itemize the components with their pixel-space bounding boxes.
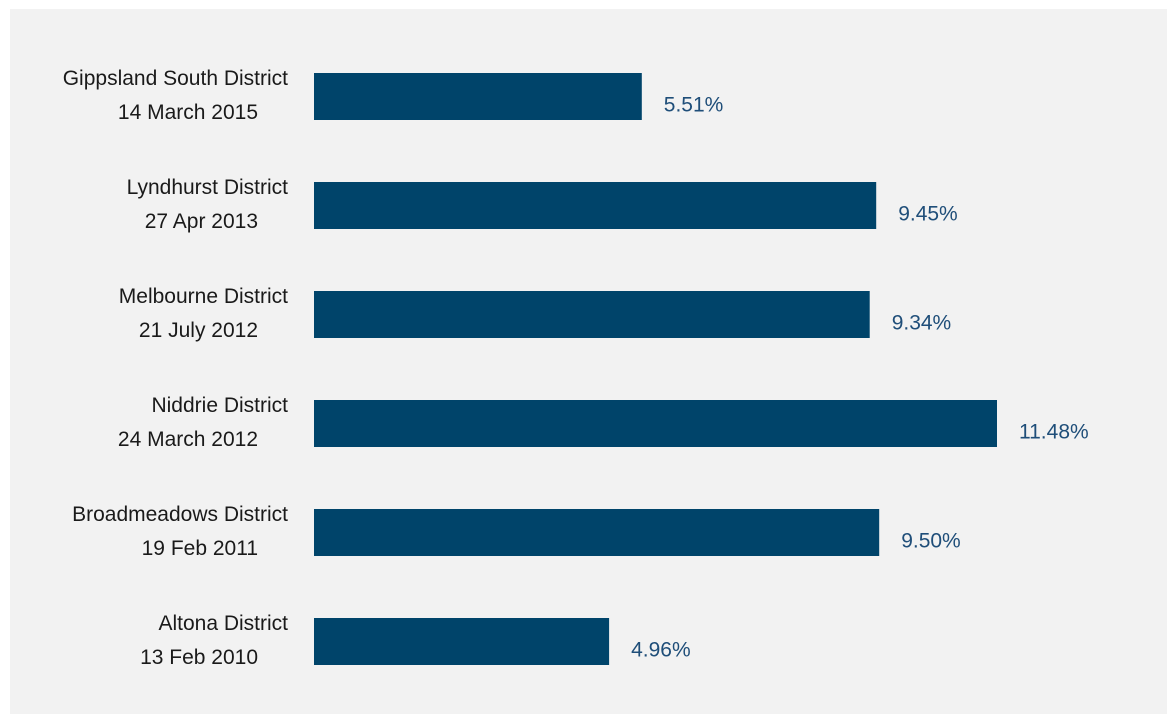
data-label: 4.96%: [631, 639, 691, 662]
category-date: 24 March 2012: [118, 428, 258, 451]
category-label: Altona District 13 Feb 2010: [140, 612, 288, 669]
category-name: Melbourne District: [119, 285, 288, 308]
category-date: 21 July 2012: [139, 319, 258, 342]
bar: [314, 291, 870, 338]
data-label: 5.51%: [664, 94, 724, 117]
category-label: Niddrie District 24 March 2012: [118, 394, 288, 451]
category-label: Lyndhurst District 27 Apr 2013: [127, 176, 289, 233]
bar: [314, 618, 610, 665]
category-date: 19 Feb 2011: [142, 537, 258, 560]
bar: [314, 182, 877, 229]
category-name: Niddrie District: [151, 394, 288, 417]
category-label: Gippsland South District 14 March 2015: [63, 67, 288, 124]
bars-layer: [314, 73, 997, 665]
data-label: 9.45%: [898, 203, 958, 226]
bar: [314, 73, 642, 120]
chart-panel: [10, 9, 1167, 714]
category-name: Broadmeadows District: [72, 503, 288, 526]
bar: [314, 509, 880, 556]
category-name: Lyndhurst District: [127, 176, 289, 199]
data-label: 9.34%: [892, 312, 952, 335]
bar: [314, 400, 997, 447]
category-date: 14 March 2015: [118, 101, 258, 124]
category-name: Altona District: [158, 612, 288, 635]
category-label: Melbourne District 21 July 2012: [119, 285, 288, 342]
category-label: Broadmeadows District 19 Feb 2011: [72, 503, 288, 560]
category-date: 13 Feb 2010: [140, 646, 258, 669]
data-label: 9.50%: [901, 530, 961, 553]
data-label: 11.48%: [1019, 421, 1089, 444]
labels-layer: 5.51% Gippsland South District 14 March 20…: [63, 67, 1089, 669]
category-name: Gippsland South District: [63, 67, 288, 90]
category-date: 27 Apr 2013: [145, 210, 258, 233]
